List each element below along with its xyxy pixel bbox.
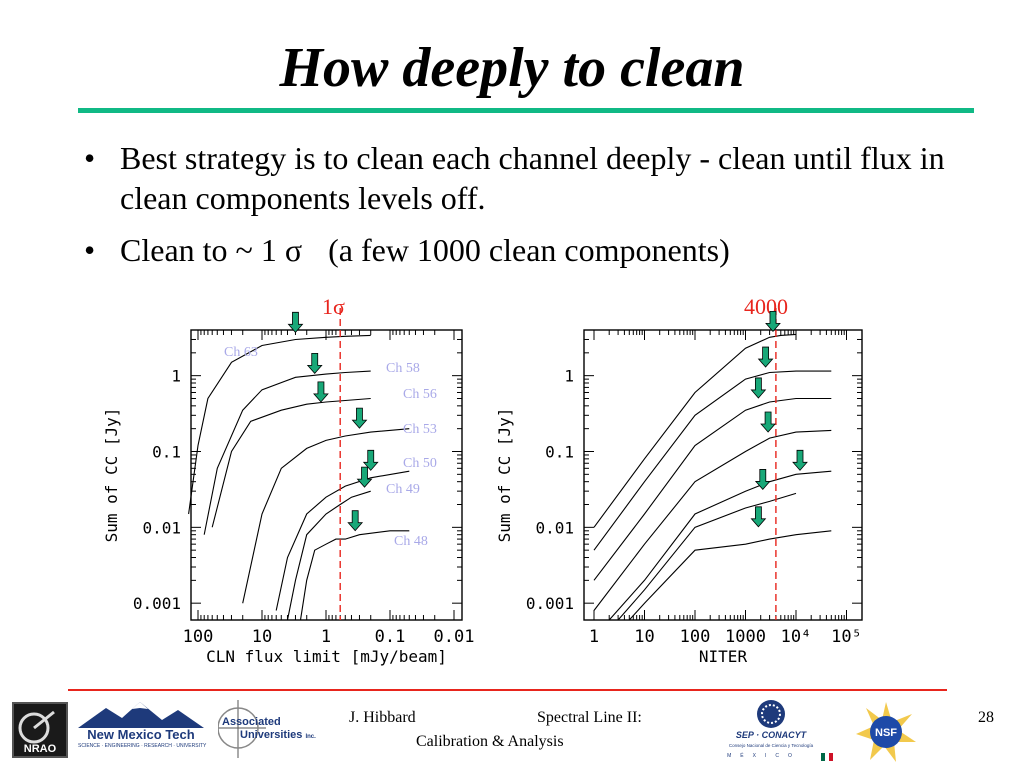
nmt-logo-name: New Mexico Tech [87, 727, 195, 742]
right-series-line [593, 397, 832, 581]
nmt-logo: New Mexico Tech SCIENCE · ENGINEERING · … [78, 702, 207, 754]
left-arrow-marker [356, 466, 373, 488]
right-arrow-marker [792, 449, 808, 471]
left-x-tick-label: 1 [321, 627, 331, 647]
au-logo-inc: Inc. [305, 734, 316, 740]
footer-author: J. Hibbard [349, 709, 416, 726]
right-arrow-marker [760, 411, 776, 433]
footer-talk-subtitle: Calibration & Analysis [416, 733, 564, 750]
slide-title: How deeply to clean [279, 37, 745, 99]
title-divider [78, 108, 974, 113]
right-frame [583, 329, 863, 621]
right-x-tick-label: 1 [589, 627, 599, 647]
conacyt-logo-name: SEP · CONACYT [735, 730, 807, 740]
left-series-line [188, 334, 371, 515]
left-y-tick-label: 0.001 [133, 594, 181, 613]
footer-divider [68, 689, 947, 691]
right-arrow-marker [757, 346, 774, 368]
left-x-tick-label: 0.01 [434, 627, 475, 647]
nrao-logo: NRAO [12, 702, 68, 758]
left-x-axis-label: CLN flux limit [mJy/beam] [206, 647, 447, 666]
bullet-item: • Best strategy is to clean each channel… [80, 138, 980, 218]
bullet-text: Best strategy is to clean each channel d… [120, 140, 945, 216]
page-number: 28 [978, 709, 994, 726]
right-arrow-marker [765, 310, 781, 332]
left-x-tick-label: 10 [252, 627, 272, 647]
left-series-line [211, 397, 371, 528]
right-x-axis-label: NITER [699, 647, 748, 666]
right-arrow-marker [750, 506, 767, 528]
bullet-list: • Best strategy is to clean each channel… [80, 138, 980, 282]
right-series-line [593, 333, 797, 528]
left-series-label: Ch 48 [394, 534, 428, 549]
bullet-symbol: • [84, 140, 96, 176]
left-y-tick-label: 0.01 [142, 518, 181, 537]
left-y-tick-label: 1 [171, 367, 181, 386]
au-logo-line1: Associated [222, 716, 281, 728]
left-series-line [299, 530, 410, 621]
right-arrow-marker [754, 469, 771, 491]
right-series-line [608, 470, 832, 621]
nmt-logo-tagline: SCIENCE · ENGINEERING · RESEARCH · UNIVE… [78, 743, 207, 749]
left-series-label: Ch 53 [403, 422, 437, 437]
nrao-logo-text: NRAO [24, 743, 57, 755]
niter-annotation: 4000 [744, 294, 788, 319]
left-arrow-marker [362, 449, 379, 471]
right-y-tick-label: 0.01 [535, 518, 574, 537]
right-y-tick-label: 0.001 [526, 594, 574, 613]
right-x-tick-label: 10 [634, 627, 654, 647]
sigma-annotation: 1σ [322, 294, 345, 319]
right-y-axis-label: Sum of CC [Jy] [495, 408, 514, 543]
bullet-item: • Clean to ~ 1 σ (a few 1000 clean compon… [80, 230, 980, 270]
left-y-axis-label: Sum of CC [Jy] [102, 408, 121, 543]
left-x-tick-label: 100 [183, 627, 214, 647]
associated-universities-logo: Associated Universities Inc. [218, 700, 322, 758]
left-series-line [203, 370, 371, 535]
right-x-tick-label: 1000 [725, 627, 766, 647]
right-series-line [593, 429, 832, 611]
footer-talk-title: Spectral Line II: [537, 709, 642, 726]
right-x-tick-label: 10⁵ [831, 627, 862, 647]
right-x-tick-label: 10⁴ [781, 627, 812, 647]
left-series-label: Ch 56 [403, 387, 437, 402]
bullet-text-aside: (a few 1000 clean components) [328, 232, 730, 268]
left-x-tick-label: 0.1 [375, 627, 406, 647]
conacyt-logo-subtitle: Consejo Nacional de Ciencia y Tecnología [728, 743, 814, 748]
mexico-flag-icon [821, 753, 833, 761]
left-series-label: Ch 49 [386, 482, 420, 497]
right-arrow-marker [750, 377, 767, 399]
nsf-logo: NSF [856, 702, 916, 762]
left-arrow-marker [287, 311, 304, 333]
right-y-tick-label: 1 [564, 367, 574, 386]
left-series-label: Ch 58 [386, 361, 420, 376]
right-series-line [628, 530, 832, 621]
bullet-text: Clean to ~ 1 σ [120, 232, 303, 268]
conacyt-logo-country: MÉXICO [727, 753, 801, 759]
conacyt-logo: SEP · CONACYT Consejo Nacional de Cienci… [706, 700, 836, 764]
left-y-tick-label: 0.1 [152, 442, 181, 461]
right-series-line [617, 492, 797, 621]
left-series-label: Ch 63 [224, 345, 258, 360]
nsf-logo-text: NSF [875, 727, 897, 739]
left-arrow-marker [347, 510, 364, 532]
left-arrow-marker [313, 381, 329, 403]
left-series-label: Ch 50 [403, 456, 437, 471]
right-x-tick-label: 100 [680, 627, 711, 647]
left-series-line [242, 428, 410, 604]
bullet-symbol: • [84, 232, 96, 268]
left-series-line [275, 470, 410, 611]
right-y-tick-label: 0.1 [545, 442, 574, 461]
left-arrow-marker [351, 407, 368, 429]
right-series-line [593, 370, 832, 551]
au-logo-line2: Universities [240, 729, 303, 741]
left-arrow-marker [306, 352, 323, 374]
left-series-line [286, 490, 371, 621]
